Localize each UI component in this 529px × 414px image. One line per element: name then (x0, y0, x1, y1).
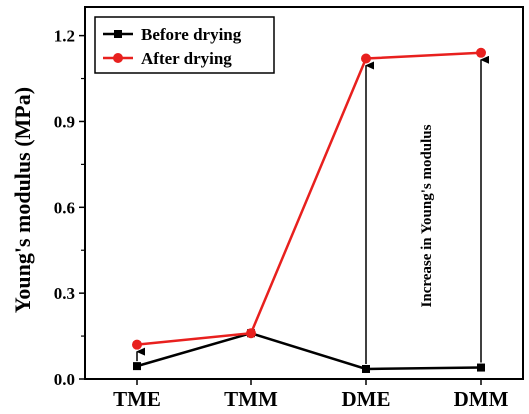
x-tick-label: DME (342, 387, 391, 411)
y-axis-title: Young's modulus (MPa) (10, 87, 35, 313)
plot-frame (84, 6, 524, 380)
data-point-before-drying (133, 362, 141, 371)
y-tick-label: 1.2 (54, 27, 75, 46)
legend-marker-after-drying (113, 53, 123, 63)
y-tick-label: 0.0 (54, 370, 75, 389)
series-line-after-drying (136, 51, 482, 346)
y-axis: 0.0 0.3 0.6 0.9 1.2 (54, 27, 85, 389)
series-line-before-drying (136, 331, 482, 371)
x-axis: TME TMM DME DMM (113, 379, 509, 411)
legend-label-before-drying: Before drying (141, 25, 242, 44)
legend: Before drying After drying (94, 16, 275, 74)
x-tick-label: DMM (454, 387, 509, 411)
data-point-after-drying (361, 53, 371, 64)
series-layer (132, 47, 486, 373)
data-point-after-drying (246, 328, 256, 339)
legend-label-after-drying: After drying (141, 49, 232, 68)
annotation-arrows (136, 55, 489, 364)
legend-box (94, 16, 275, 74)
x-tick-label: TME (113, 387, 161, 411)
data-point-before-drying (362, 364, 370, 373)
annotation-text: Increase in Young's modulus (419, 124, 435, 307)
y-tick-label: 0.6 (54, 198, 75, 217)
plot-border (84, 6, 524, 380)
data-point-after-drying (132, 339, 142, 350)
data-point-before-drying (477, 363, 485, 372)
x-tick-label: TMM (224, 387, 278, 411)
y-tick-label: 0.3 (54, 284, 75, 303)
legend-marker-before-drying (114, 30, 122, 38)
y-tick-label: 0.9 (54, 112, 75, 131)
data-point-after-drying (476, 47, 486, 58)
